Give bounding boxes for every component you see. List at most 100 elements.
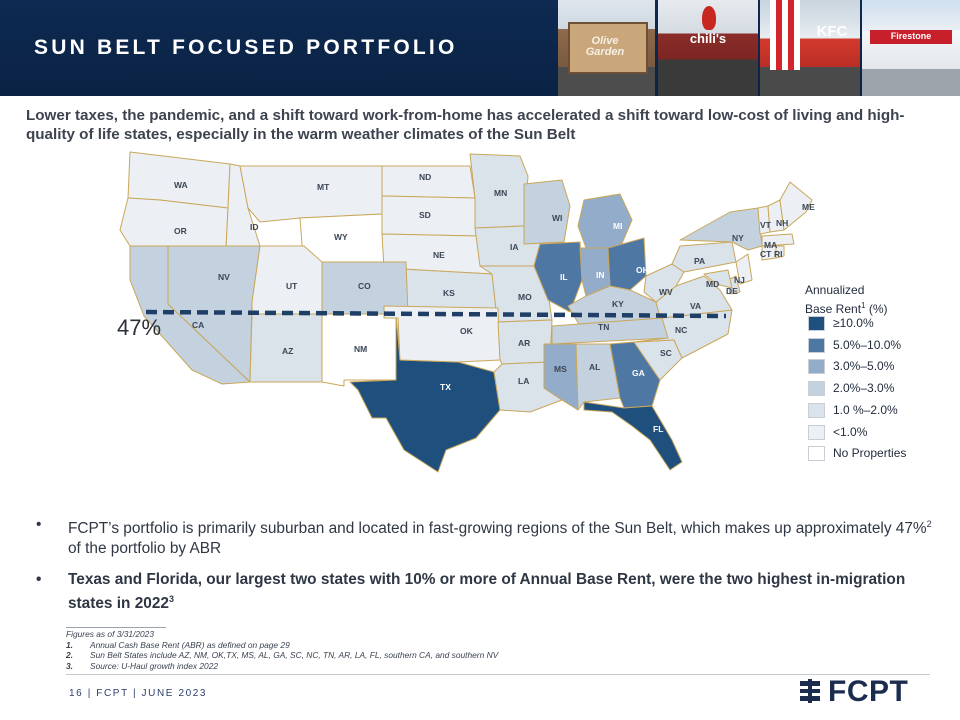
- state-label-ma: MA: [764, 240, 777, 250]
- state-al: [575, 343, 621, 411]
- state-label-ms: MS: [554, 364, 567, 374]
- footnote-3: 3. Source: U-Haul growth index 2022: [66, 660, 219, 671]
- state-label-az: AZ: [282, 346, 293, 356]
- state-label-il: IL: [560, 272, 568, 282]
- state-label-tx: TX: [440, 382, 451, 392]
- us-abr-map: WA OR ID MT WY ND SD NE KS MN IA MO WI I…: [119, 151, 815, 473]
- fcpt-logo: FCPT: [798, 675, 908, 710]
- legend-label: No Properties: [833, 446, 907, 461]
- legend-label: 1.0 %–2.0%: [833, 402, 898, 417]
- state-label-wv: WV: [659, 287, 673, 297]
- state-label-fl: FL: [653, 424, 663, 434]
- state-label-md: MD: [706, 279, 719, 289]
- state-ut: [251, 245, 323, 315]
- fcpt-logo-text: FCPT: [828, 675, 909, 708]
- bullet-marker: •: [36, 516, 42, 533]
- state-label-ok: OK: [460, 326, 474, 336]
- bullet-sunbelt: • FCPT’s portfolio is primarily suburban…: [36, 515, 941, 557]
- state-nc: [633, 309, 733, 359]
- intro-text: Lower taxes, the pandemic, and a shift t…: [26, 107, 905, 143]
- legend-swatch: [808, 316, 825, 331]
- state-label-ca: CA: [192, 320, 204, 330]
- sunbelt-divider-line: [145, 309, 727, 319]
- state-label-mn: MN: [494, 188, 507, 198]
- state-label-nc: NC: [675, 325, 687, 335]
- state-label-wy: WY: [334, 232, 348, 242]
- footer-divider: [66, 674, 930, 675]
- legend-label: 3.0%–5.0%: [833, 359, 895, 374]
- legend-label: <1.0%: [833, 424, 868, 439]
- chilis-photo: chili's: [658, 0, 758, 96]
- state-label-nd: ND: [419, 172, 431, 182]
- state-pa: [671, 241, 737, 273]
- state-label-wi: WI: [552, 213, 562, 223]
- state-label-in: IN: [596, 270, 605, 280]
- state-label-mo: MO: [518, 292, 532, 302]
- legend-swatch: [808, 337, 825, 353]
- legend-label: 5.0%–10.0%: [833, 337, 902, 352]
- state-label-de: DE: [726, 286, 738, 296]
- state-oh: [607, 237, 647, 291]
- bullet-sunbelt-tail: of the portfolio by ABR: [68, 539, 222, 557]
- state-label-sc: SC: [660, 348, 672, 358]
- state-de: [727, 275, 741, 295]
- legend-footnote-ref: 1: [861, 301, 866, 310]
- state-label-la: LA: [518, 376, 529, 386]
- footnote-divider: [66, 627, 166, 628]
- page-footer: 16 | FCPT | JUNE 2023: [69, 688, 208, 699]
- bullet-texas-florida: • Texas and Florida, our largest two sta…: [36, 570, 941, 612]
- state-label-pa: PA: [694, 256, 705, 266]
- state-label-nj: NJ: [734, 275, 745, 285]
- state-label-wa: WA: [174, 180, 188, 190]
- page-title: SUN BELT FOCUSED PORTFOLIO: [34, 36, 458, 59]
- legend-swatch: [808, 446, 825, 462]
- state-label-ia: IA: [510, 242, 519, 252]
- state-label-co: CO: [358, 281, 371, 291]
- state-label-nm: NM: [354, 344, 367, 354]
- legend-swatch: [808, 424, 825, 440]
- state-va: [655, 275, 733, 319]
- state-label-nh: NH: [776, 218, 788, 228]
- state-label-ks: KS: [443, 288, 455, 298]
- state-mt: [239, 165, 383, 223]
- legend-title-suffix: (%): [865, 302, 888, 316]
- state-label-ny: NY: [732, 233, 744, 243]
- state-label-al: AL: [589, 362, 600, 372]
- state-label-ga: GA: [632, 368, 645, 378]
- state-label-ky: KY: [612, 299, 624, 309]
- state-me: [779, 181, 813, 231]
- footnote-2: 2. Sun Belt States include AZ, NM, OK,TX,…: [66, 650, 499, 661]
- legend-label: ≥10.0%: [833, 316, 874, 330]
- state-label-or: OR: [174, 226, 187, 236]
- state-label-nv: NV: [218, 272, 230, 282]
- state-wi: [523, 179, 571, 245]
- state-ok: [383, 305, 501, 363]
- state-label-tn: TN: [598, 322, 609, 332]
- state-label-ri: RI: [774, 249, 783, 259]
- state-nj: [735, 253, 753, 285]
- state-il: [533, 241, 583, 313]
- state-md: [703, 269, 733, 289]
- legend-swatch: [808, 402, 825, 418]
- kfc-photo: KFC: [760, 0, 860, 96]
- state-ma: [761, 233, 795, 247]
- state-fl: [583, 401, 683, 471]
- state-tx: [349, 313, 501, 473]
- legend-title: Annualized Base Rent1 (%): [805, 283, 888, 317]
- state-ms: [543, 343, 579, 411]
- footnote-ref-2: 2: [926, 519, 932, 529]
- state-label-vt: VT: [760, 220, 772, 230]
- legend-label: 2.0%–3.0%: [833, 381, 895, 396]
- state-nd: [381, 165, 476, 199]
- sunbelt-percent-label: 47%: [117, 315, 162, 340]
- state-label-ar: AR: [518, 338, 530, 348]
- footnote-1: 1. Annual Cash Base Rent (ABR) as defined…: [66, 639, 290, 650]
- state-label-oh: OH: [636, 265, 649, 275]
- state-ri: [775, 245, 785, 259]
- fcpt-logo-mark-icon: [800, 679, 820, 703]
- bullet-marker: •: [36, 571, 42, 588]
- state-label-va: VA: [690, 301, 701, 311]
- footnotes: Figures as of 3/31/2023 1. Annual Cash Ba…: [66, 629, 498, 671]
- state-label-mt: MT: [317, 182, 330, 192]
- legend-swatch: [808, 381, 825, 397]
